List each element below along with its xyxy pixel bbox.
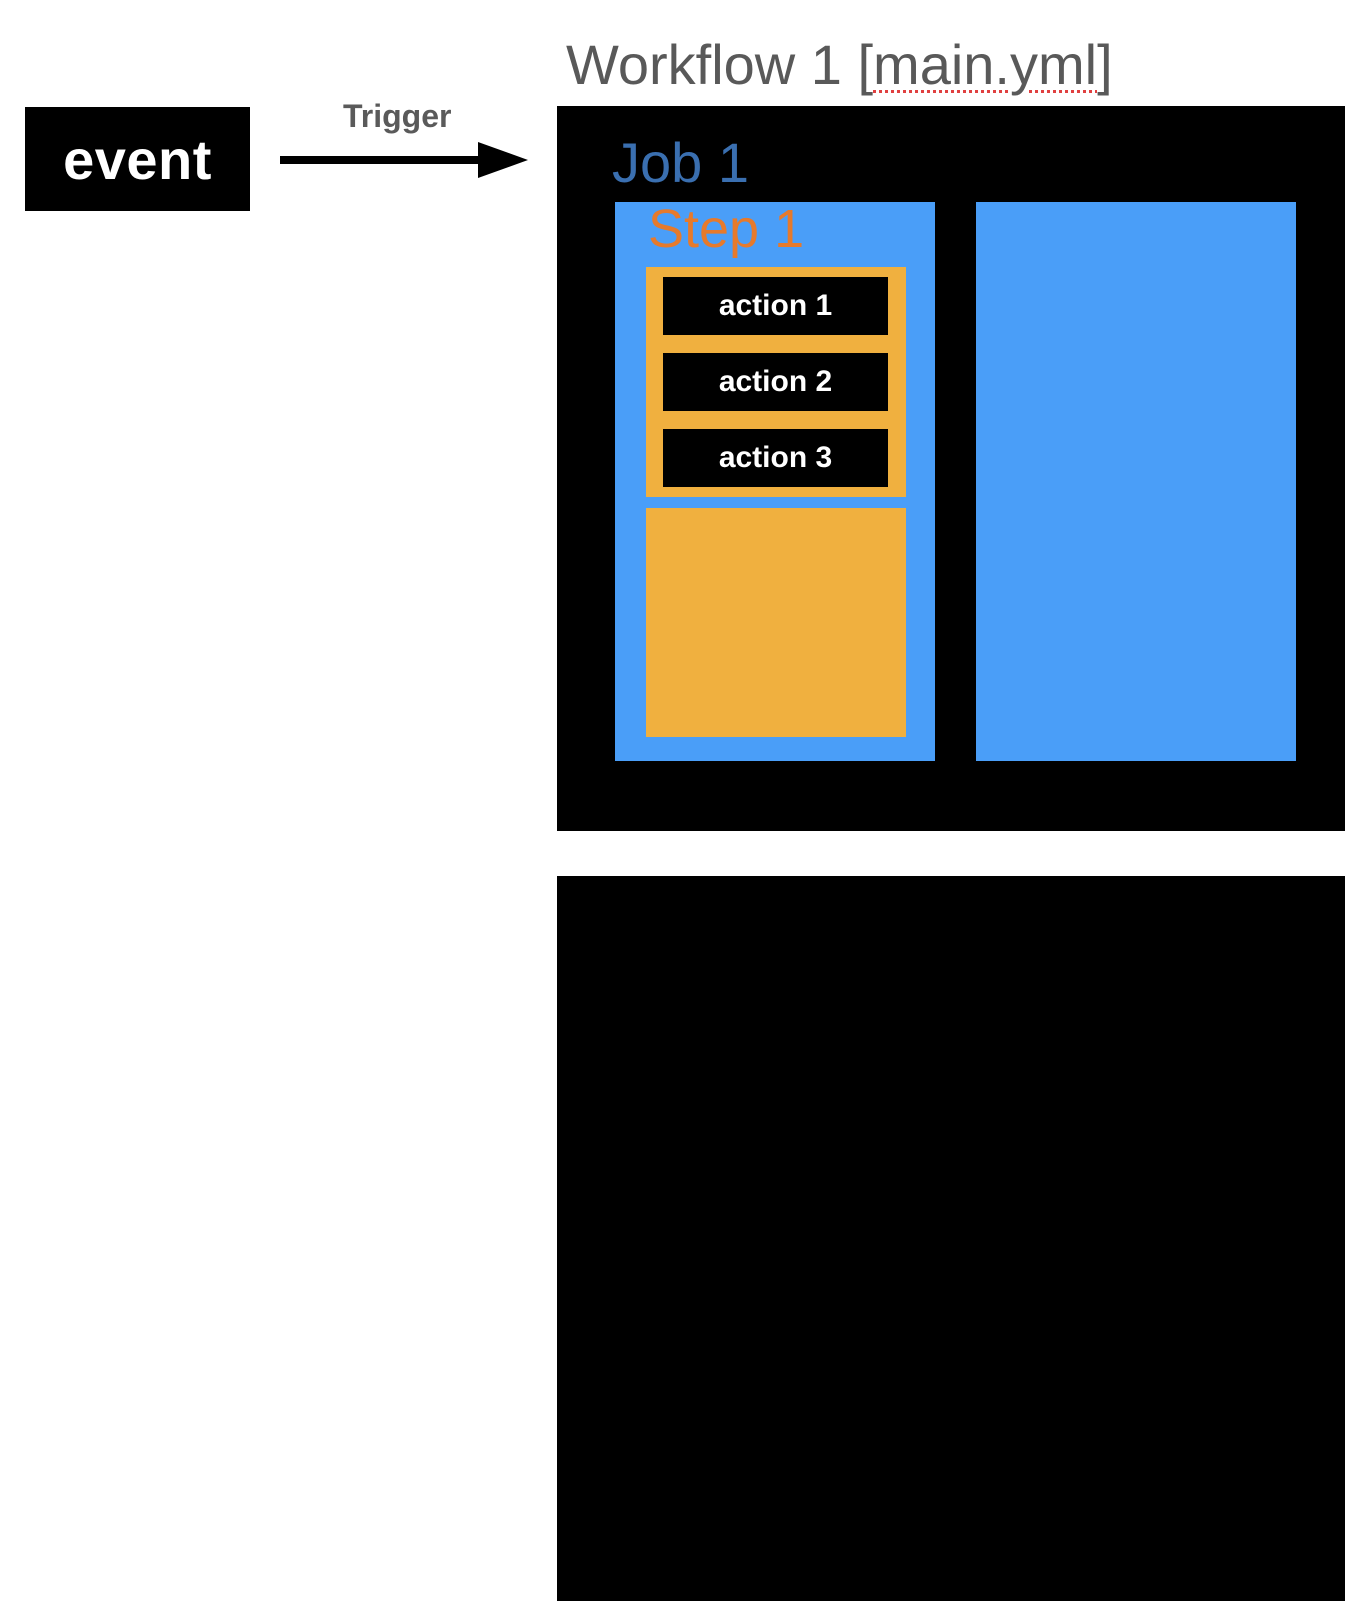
event-box: event <box>25 107 250 211</box>
job-title: Job 1 <box>612 131 749 194</box>
workflow-title-suffix: ] <box>1097 33 1113 96</box>
action-label: action 3 <box>718 441 833 474</box>
action-label: action 2 <box>718 365 833 398</box>
action-box-3: action 3 <box>663 429 888 487</box>
step-title: Step 1 <box>648 199 805 259</box>
step-box-secondary <box>646 508 906 737</box>
action-box-1: action 1 <box>663 277 888 335</box>
workflow-box-secondary <box>557 876 1345 1601</box>
trigger-label: Trigger <box>343 98 452 134</box>
workflow-title-prefix: Workflow 1 [ <box>566 33 874 96</box>
trigger-arrow-icon <box>280 142 528 178</box>
action-box-2: action 2 <box>663 353 888 411</box>
action-label: action 1 <box>718 289 833 322</box>
workflow-file-name: main.yml <box>873 33 1098 96</box>
job-panel-secondary <box>976 202 1296 761</box>
workflow-title: Workflow 1 [main.yml] <box>566 32 1113 97</box>
event-label: event <box>63 127 212 191</box>
